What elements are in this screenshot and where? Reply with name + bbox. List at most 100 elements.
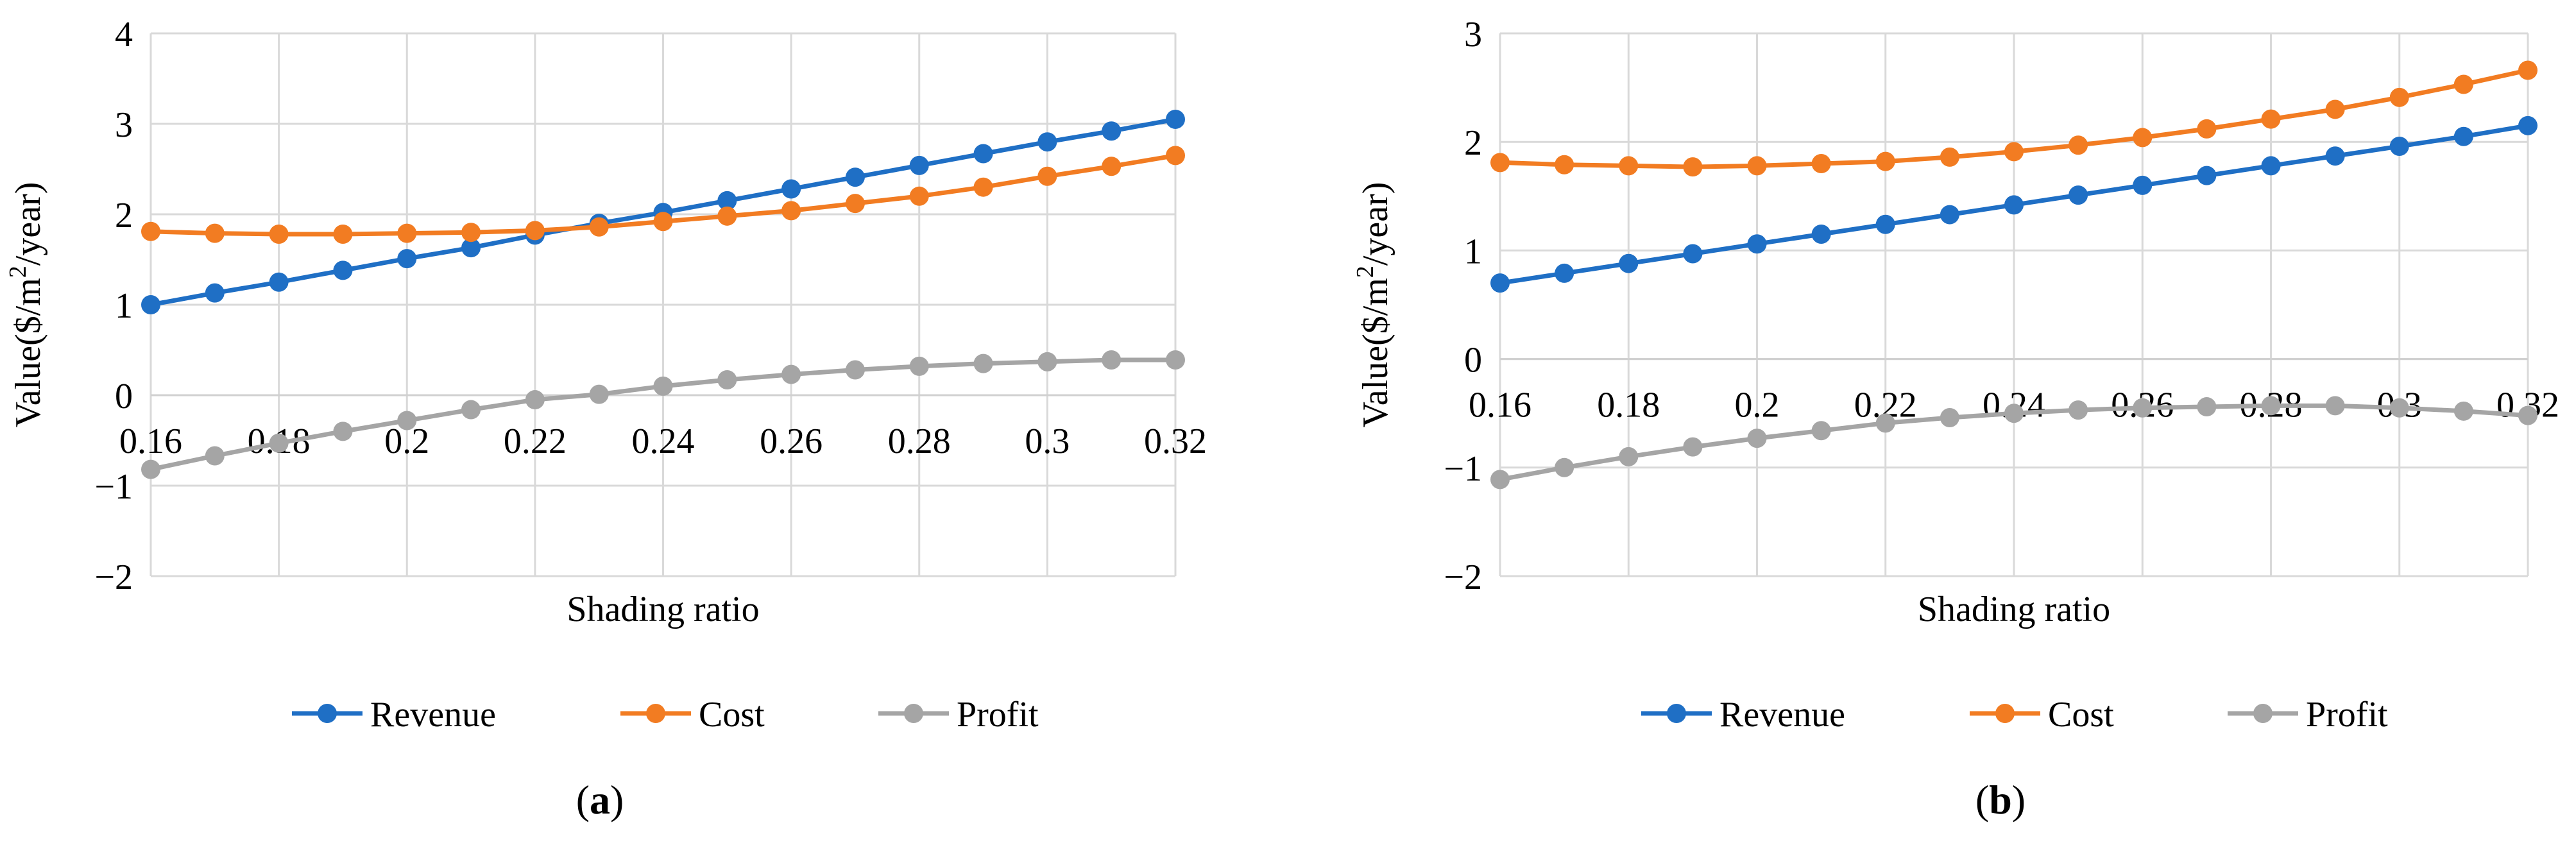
data-point-profit [461,400,481,420]
data-point-cost [2197,119,2217,139]
data-point-cost [1490,153,1510,173]
legend-marker-profit [904,704,923,723]
legend-marker-cost [646,704,665,723]
data-point-revenue [781,179,801,199]
x-tick-label: 0.3 [1025,422,1070,461]
data-point-profit [1940,407,1959,427]
x-tick-label: 0.28 [888,422,951,461]
x-tick-label: 0.26 [760,422,823,461]
x-tick-label: 0.2 [1735,386,1780,425]
legend-label-profit: Profit [957,695,1039,735]
y-tick-label: −1 [1444,449,1482,489]
data-point-revenue [2133,175,2153,195]
panel-label-letter: b [1989,777,2012,822]
data-point-cost [2453,74,2473,94]
data-point-cost [461,223,481,243]
data-point-cost [2261,109,2281,129]
data-point-profit [205,446,225,466]
data-point-profit [397,411,417,430]
y-axis-title-suffix: /year) [8,182,48,266]
data-point-revenue [2325,146,2345,166]
data-point-profit [1037,352,1057,371]
x-tick-label: 0.22 [504,422,567,461]
data-point-profit [1102,350,1122,370]
data-point-revenue [2068,185,2088,205]
data-point-profit [2197,397,2217,417]
data-point-profit [1811,421,1831,441]
data-point-cost [1875,151,1895,171]
data-point-revenue [717,191,737,210]
data-point-cost [1102,157,1122,176]
data-point-cost [269,225,289,244]
data-point-revenue [1747,234,1767,254]
data-point-revenue [909,155,929,175]
x-axis-title: Shading ratio [567,590,759,629]
data-point-revenue [1555,263,1574,283]
data-point-profit [845,360,865,380]
data-point-profit [909,356,929,376]
legend-marker-cost [1995,704,2015,723]
data-point-profit [525,390,545,410]
data-point-profit [717,370,737,390]
x-tick-label: 0.16 [1469,386,1531,425]
data-point-cost [2133,128,2153,148]
data-point-revenue [1037,132,1057,152]
data-point-cost [1683,157,1703,177]
data-point-revenue [1811,225,1831,244]
data-point-revenue [1166,109,1185,129]
data-point-cost [909,186,929,206]
x-tick-label: 0.24 [632,422,695,461]
data-point-revenue [1683,244,1703,264]
data-point-revenue [1940,205,1959,225]
data-point-profit [2389,398,2409,418]
data-point-revenue [1875,214,1895,234]
data-point-revenue [1490,273,1510,293]
x-tick-label: 0.18 [1597,386,1660,425]
data-point-cost [333,225,353,244]
legend: Revenue Cost Profit [1641,695,2388,735]
data-point-revenue [2518,115,2538,135]
data-point-revenue [205,283,225,303]
panel-label-open: ( [1975,777,1989,822]
data-point-revenue [269,272,289,292]
data-point-cost [781,201,801,221]
data-point-profit [2453,401,2473,421]
data-point-revenue [2389,136,2409,156]
y-axis-title-superscript: 2 [4,266,31,278]
y-tick-label: −2 [1444,558,1482,597]
data-point-cost [2518,60,2538,80]
x-tick-label: 0.32 [1144,422,1207,461]
y-tick-label: 1 [115,286,133,326]
data-point-profit [2325,396,2345,416]
y-tick-label: 4 [115,15,133,55]
data-point-revenue [2197,166,2217,185]
data-point-revenue [845,167,865,187]
legend-marker-revenue [318,704,337,723]
data-point-cost [1619,156,1639,176]
y-tick-label: 2 [115,196,133,235]
data-point-revenue [333,260,353,280]
data-point-revenue [2261,156,2281,176]
data-point-profit [2004,404,2024,423]
panel-label: (a) [576,777,624,822]
data-point-cost [205,223,225,243]
data-point-cost [2325,99,2345,119]
data-point-cost [2068,135,2088,155]
chart-b: −2−101230.160.180.20.220.240.260.280.30.… [1352,15,2559,822]
panel-label-open: ( [576,777,590,822]
y-tick-label: 1 [1464,232,1482,271]
y-tick-label: 0 [115,377,133,416]
y-tick-label: −1 [94,467,133,507]
y-axis-title-superscript: 2 [1352,266,1379,278]
data-point-profit [781,364,801,384]
y-tick-label: 2 [1464,123,1482,163]
data-point-profit [2261,396,2281,416]
panel-label-close: ) [2012,777,2026,822]
y-axis-title-suffix: /year) [1356,182,1395,266]
data-point-cost [589,217,609,237]
y-tick-label: −2 [94,558,133,597]
data-point-revenue [461,238,481,258]
legend-marker-revenue [1667,704,1686,723]
data-point-revenue [1619,253,1639,273]
legend-marker-profit [2253,704,2273,723]
